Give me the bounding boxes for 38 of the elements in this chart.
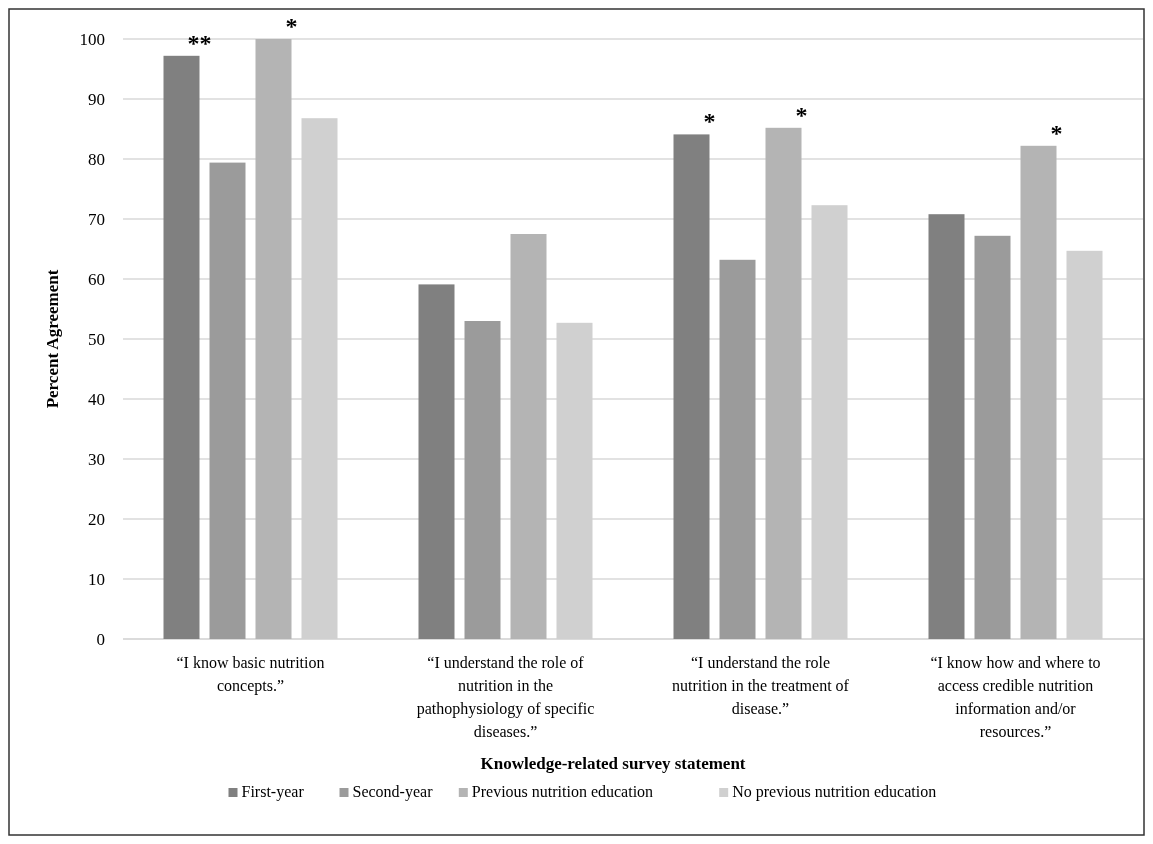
legend-label: Second-year [352, 783, 434, 801]
bar [974, 235, 1011, 639]
y-tick-label: 90 [88, 89, 105, 109]
bar [209, 162, 246, 639]
y-tick-label: 10 [88, 569, 105, 589]
bar [928, 214, 965, 639]
x-tick-label: “I know basic nutrition concepts.” [176, 654, 325, 695]
y-tick-label: 30 [88, 449, 105, 469]
y-tick-label: 0 [96, 629, 105, 649]
y-tick-label: 70 [88, 209, 105, 229]
x-tick-label: “I understand the role nutrition in the treatment of disease.” [672, 654, 850, 717]
bar [1020, 145, 1057, 639]
bar [510, 234, 547, 639]
y-tick-label: 100 [79, 29, 105, 49]
bar [418, 284, 455, 639]
y-axis-title: Percent Agreement [43, 269, 62, 409]
y-tick-label: 40 [88, 389, 105, 409]
annotation: * [795, 101, 808, 128]
y-tick-label: 50 [88, 329, 105, 349]
annotation: ** [187, 29, 212, 56]
bar [163, 55, 200, 639]
y-tick-label: 20 [88, 509, 105, 529]
y-tick-label: 60 [88, 269, 105, 289]
bar [673, 134, 710, 639]
bar [255, 39, 292, 639]
legend-label: First-year [241, 783, 305, 801]
x-tick-label: “I know how and where to access credible nutrition information and/or resources.” [930, 654, 1101, 740]
annotation: * [703, 108, 716, 135]
x-axis-title: Knowledge-related survey statement [480, 754, 746, 773]
y-tick-label: 80 [88, 149, 105, 169]
annotation: * [285, 13, 298, 39]
legend-label: No previous nutrition education [732, 783, 937, 801]
bar [765, 127, 802, 639]
annotation: * [1050, 119, 1063, 146]
legend-label: Previous nutrition education [471, 783, 654, 800]
bar [464, 321, 501, 639]
x-tick-label: “I understand the role of nutrition in the pathophysiology of specific diseases.” [416, 654, 595, 740]
bar [719, 259, 756, 639]
